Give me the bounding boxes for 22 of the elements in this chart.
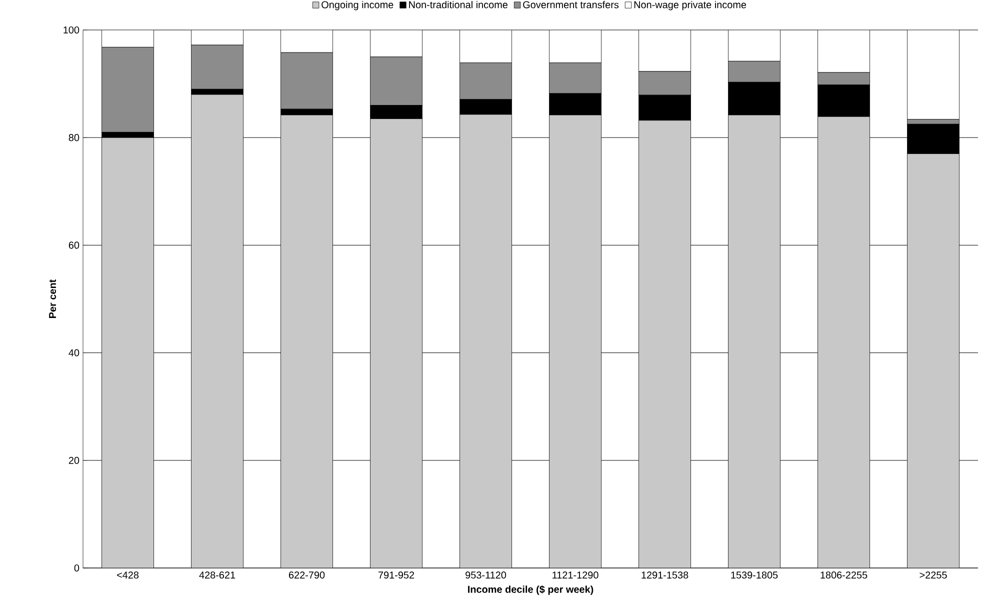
y-tick-label: 80	[68, 134, 80, 142]
y-tick-label: 40	[68, 349, 80, 356]
y-tick-label: 20	[68, 456, 80, 464]
y-axis-title: Per cent	[49, 279, 56, 318]
legend-label: Ongoing income	[322, 0, 394, 10]
x-tick-label: 953-1120	[466, 572, 506, 579]
x-axis-title: Income decile ($ per week)	[468, 585, 594, 595]
legend-label: Non-wage private income	[634, 0, 746, 10]
x-tick-label: 1121-1290	[552, 572, 598, 579]
x-tick-label: 1806-2255	[820, 572, 868, 579]
x-tick-label: 428-621	[199, 572, 236, 579]
x-tick-label: <428	[117, 572, 139, 579]
x-tick-label: 1539-1805	[731, 572, 778, 579]
x-tick-label: 622-790	[288, 572, 325, 579]
y-tick-label: 100	[64, 26, 80, 34]
x-tick-label: 1291-1538	[642, 572, 688, 579]
y-tick-label: 0	[74, 564, 80, 572]
legend-label: Government transfers	[523, 0, 619, 8]
y-tick-label: 60	[68, 242, 80, 249]
legend-label: Non-traditional income	[409, 0, 508, 8]
x-tick-label: >2255	[920, 572, 947, 579]
x-tick-label: 791-952	[378, 572, 414, 579]
